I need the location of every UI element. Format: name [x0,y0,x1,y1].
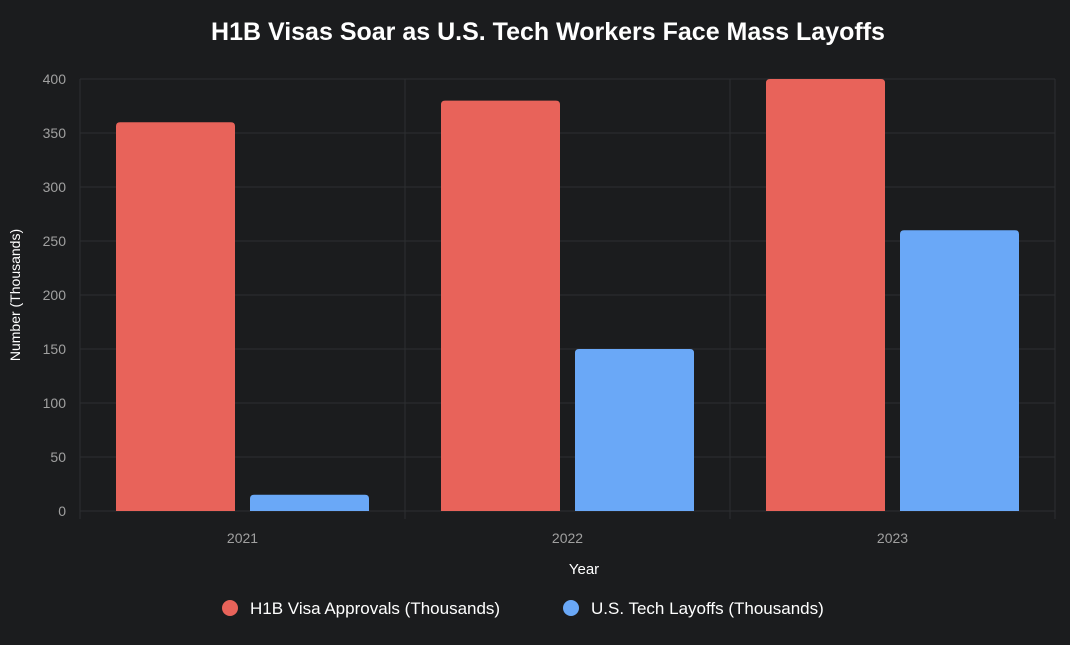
y-tick-label: 200 [43,287,67,303]
bar-h1b-2021 [116,122,235,511]
chart-title: H1B Visas Soar as U.S. Tech Workers Face… [211,18,885,46]
x-tick-label: 2022 [552,530,583,546]
legend-label: U.S. Tech Layoffs (Thousands) [591,599,824,618]
bar-layoffs-2021 [250,494,369,511]
bar-layoffs-2023 [900,230,1019,511]
y-tick-label: 0 [58,503,66,519]
bar-h1b-2023 [766,79,885,511]
x-axis-label: Year [569,561,599,578]
x-tick-label: 2023 [877,530,908,546]
legend-swatch [563,600,579,616]
y-tick-label: 150 [43,341,67,357]
y-tick-label: 300 [43,179,67,195]
y-tick-label: 250 [43,233,67,249]
y-tick-label: 400 [43,71,67,87]
y-tick-label: 50 [50,449,66,465]
y-tick-label: 100 [43,395,67,411]
legend-label: H1B Visa Approvals (Thousands) [250,599,500,618]
bar-layoffs-2022 [575,349,694,511]
bar-h1b-2022 [441,100,560,511]
legend-swatch [222,600,238,616]
y-tick-label: 350 [43,125,67,141]
x-tick-label: 2021 [227,530,258,546]
y-axis-label: Number (Thousands) [7,229,23,361]
